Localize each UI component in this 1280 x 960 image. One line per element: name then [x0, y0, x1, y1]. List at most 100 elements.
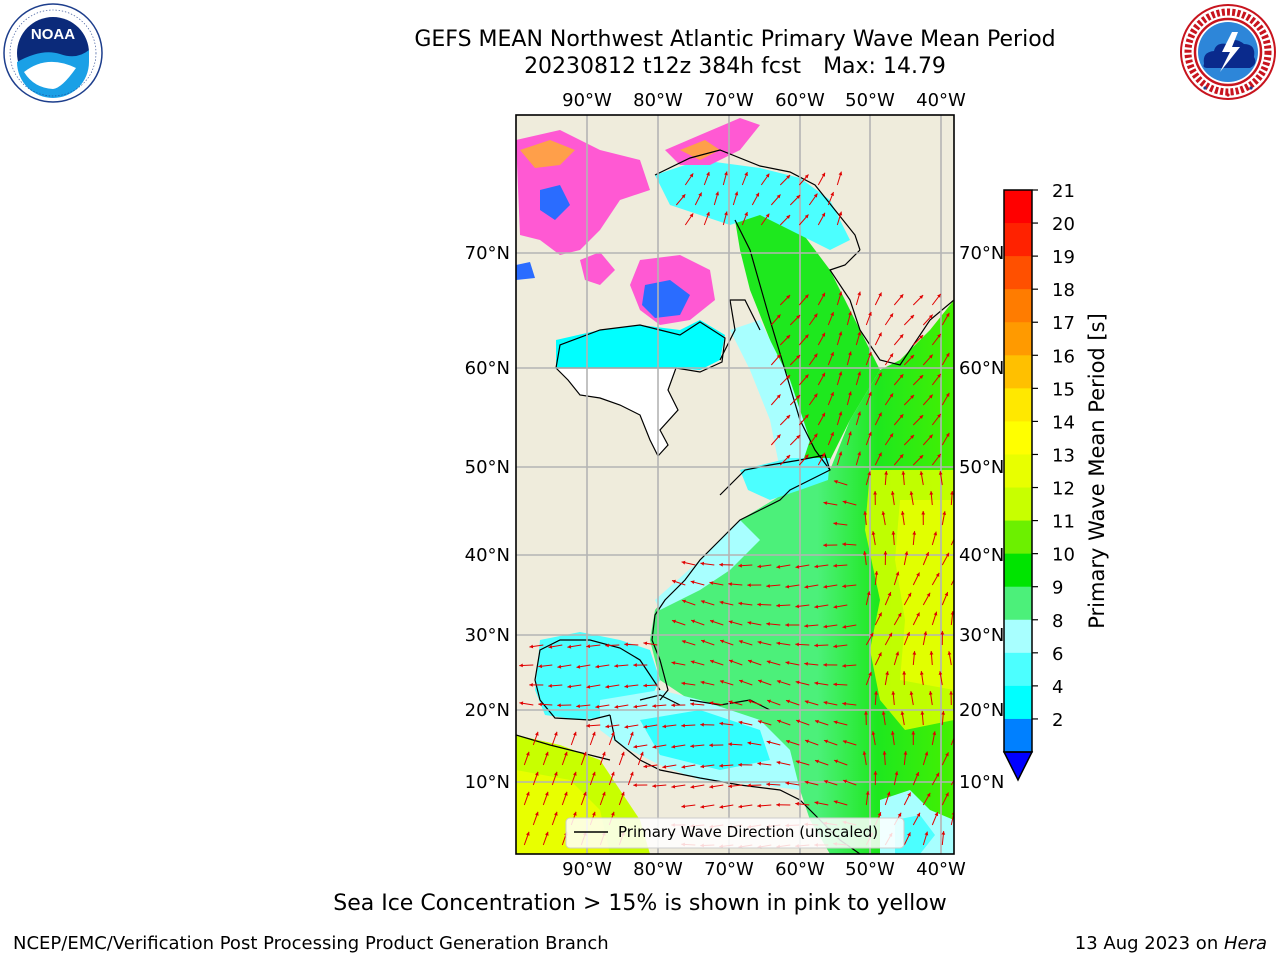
wave-arrow-head	[821, 372, 825, 377]
wave-arrow-head	[719, 600, 724, 605]
wave-arrow-head	[890, 491, 895, 495]
wave-arrow-head	[709, 581, 714, 585]
wave-arrow-head	[672, 619, 676, 624]
wave-arrow-head	[882, 751, 887, 755]
wave-arrow-head	[848, 351, 852, 356]
wave-arrow-head	[900, 511, 905, 515]
wave-arrow-head	[700, 680, 705, 685]
wave-arrow-head	[923, 631, 928, 636]
colorbar-tick-label: 12	[1052, 479, 1075, 500]
wave-arrow-head	[944, 592, 949, 597]
lat-label-right: 70°N	[959, 243, 1004, 264]
wave-arrow-head	[592, 811, 596, 816]
wave-arrow-head	[605, 643, 609, 648]
wave-arrow-head	[821, 412, 825, 417]
lat-label-left: 60°N	[465, 358, 510, 379]
wave-arrow-head	[738, 640, 743, 644]
wave-arrow-head	[919, 671, 924, 675]
wave-arrow-head	[937, 453, 941, 458]
wave-arrow-head	[786, 335, 791, 339]
wave-arrow-head	[821, 292, 825, 297]
wave-arrow-head	[519, 701, 524, 706]
colorbar-tick-label: 4	[1052, 677, 1063, 698]
lon-label-bottom: 50°W	[845, 859, 895, 880]
wave-arrow-head	[889, 353, 894, 358]
wave-arrow-head	[728, 784, 732, 789]
host-name: Hera	[1223, 933, 1267, 954]
wave-arrow-head	[652, 704, 656, 708]
lat-label-right: 40°N	[959, 545, 1004, 566]
wave-arrow-head	[744, 212, 748, 216]
wave-arrow-head	[776, 434, 781, 439]
wave-arrow-head	[920, 711, 925, 715]
wave-arrow-head	[728, 582, 732, 586]
wave-arrow-head	[904, 551, 909, 556]
wave-arrow-head	[833, 563, 837, 568]
wave-arrow-head	[785, 781, 790, 786]
wave-arrow-head	[605, 684, 610, 689]
wave-arrow-head	[878, 612, 882, 617]
wave-arrow-head	[709, 743, 713, 748]
legend-label: Primary Wave Direction (unscaled)	[618, 823, 878, 841]
wave-arrow-head	[804, 780, 809, 785]
wave-arrow-head	[830, 312, 834, 316]
wave-arrow-head	[786, 295, 791, 299]
wave-arrow-head	[830, 392, 834, 396]
wave-arrow-head	[804, 454, 809, 459]
wave-arrow-head	[734, 191, 739, 196]
wave-arrow-head	[690, 784, 695, 789]
wave-arrow-head	[813, 393, 818, 398]
wave-arrow-head	[935, 772, 939, 777]
wave-arrow-head	[611, 811, 615, 816]
wave-arrow-head	[848, 311, 852, 316]
wave-arrow-head	[786, 415, 791, 419]
colorbar-tick-label: 18	[1052, 280, 1075, 301]
wave-arrow-head	[928, 394, 933, 399]
wave-arrow-head	[795, 564, 800, 569]
chart-title: GEFS MEAN Northwest Atlantic Primary Wav…	[414, 27, 1056, 52]
wave-arrow-head	[929, 491, 934, 495]
colorbar-tick-label: 9	[1052, 578, 1063, 599]
wave-arrow-head	[766, 622, 770, 626]
colorbar-segment	[1004, 289, 1032, 323]
wave-arrow-head	[910, 395, 914, 399]
wave-arrow-head	[842, 500, 847, 505]
gulf-of-st-lawrence	[740, 458, 830, 500]
wave-arrow-head	[909, 691, 914, 695]
wave-arrow-head	[894, 771, 899, 776]
nws-logo	[1180, 4, 1276, 100]
wave-arrow-head	[838, 371, 843, 376]
wave-arrow-head	[554, 731, 558, 736]
wave-arrow-head	[776, 803, 780, 807]
wave-arrow-head	[838, 411, 843, 416]
lon-label-bottom: 40°W	[916, 859, 966, 880]
colorbar-segment	[1004, 553, 1032, 588]
wave-arrow-head	[700, 804, 705, 809]
wave-arrow-head	[554, 771, 558, 776]
colorbar-tick-label: 8	[1052, 611, 1063, 632]
wave-arrow-head	[719, 562, 723, 567]
wave-arrow-head	[728, 620, 733, 624]
wave-arrow-head	[776, 564, 781, 569]
wave-arrow-head	[912, 531, 917, 535]
wave-arrow-head	[690, 702, 694, 706]
wave-arrow-head	[776, 354, 781, 359]
wave-arrow-head	[857, 411, 861, 416]
wave-arrow-head	[681, 723, 685, 728]
wave-arrow-head	[863, 551, 867, 555]
wave-arrow-head	[873, 491, 877, 495]
wave-arrow-head	[709, 784, 714, 789]
wave-arrow-head	[755, 192, 759, 197]
wave-arrow-head	[776, 194, 781, 199]
noaa-logo: NOAA	[3, 3, 103, 103]
wave-arrow-head	[881, 711, 886, 715]
wave-arrow-head	[874, 571, 879, 575]
wave-arrow-head	[576, 664, 581, 669]
wave-arrow-head	[823, 624, 828, 629]
wave-arrow-head	[747, 783, 751, 788]
wave-arrow-head	[842, 701, 847, 706]
wave-arrow-head	[830, 432, 834, 436]
wave-arrow-head	[724, 171, 728, 176]
wave-arrow-head	[889, 433, 894, 438]
